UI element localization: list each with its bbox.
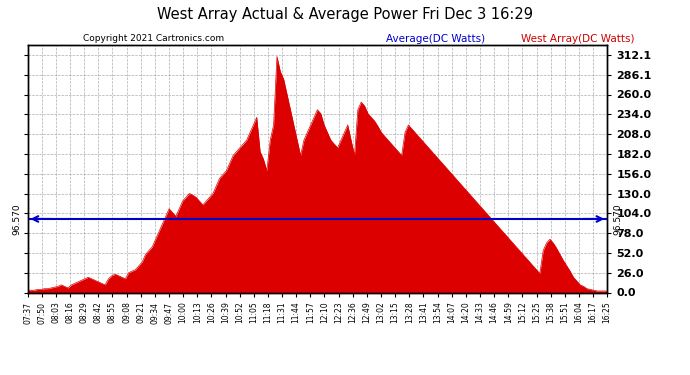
Text: 96.570: 96.570 bbox=[613, 203, 622, 235]
Text: West Array Actual & Average Power Fri Dec 3 16:29: West Array Actual & Average Power Fri De… bbox=[157, 8, 533, 22]
Text: Average(DC Watts): Average(DC Watts) bbox=[386, 34, 486, 44]
Text: 96.570: 96.570 bbox=[13, 203, 22, 235]
Text: Copyright 2021 Cartronics.com: Copyright 2021 Cartronics.com bbox=[83, 34, 224, 43]
Text: West Array(DC Watts): West Array(DC Watts) bbox=[521, 34, 634, 44]
